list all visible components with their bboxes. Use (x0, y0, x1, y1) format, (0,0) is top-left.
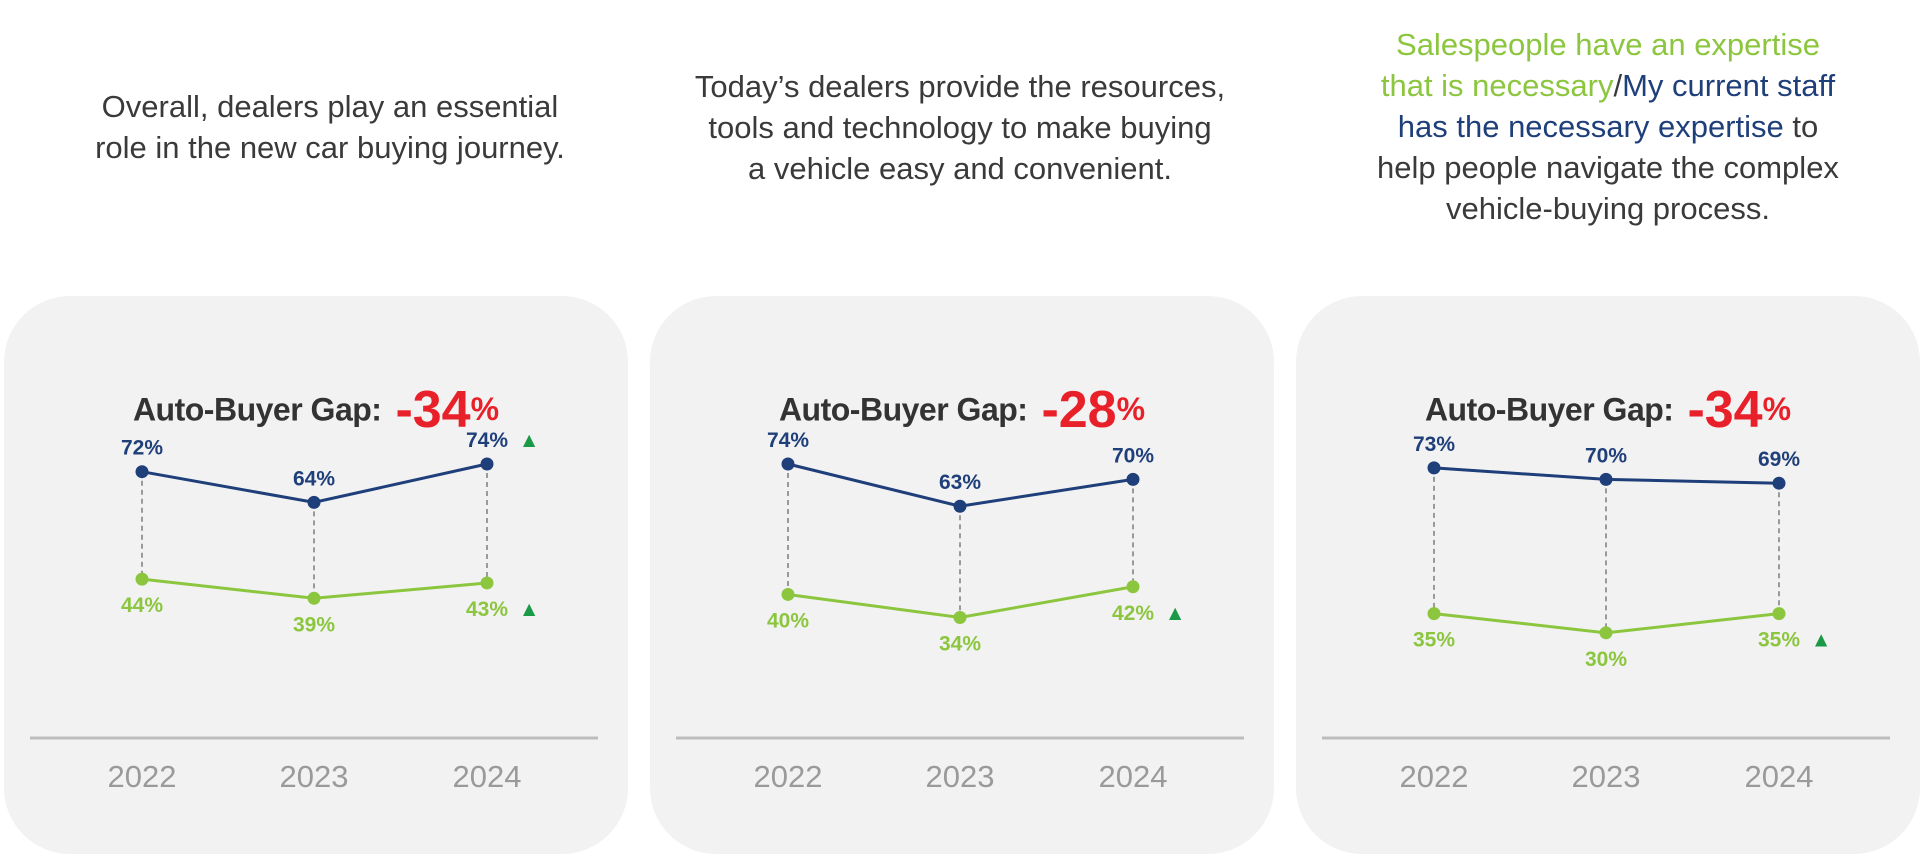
data-label-blue: 70% (1585, 444, 1627, 467)
data-label-green: 35% (1758, 629, 1800, 652)
data-label-blue: 73% (1413, 433, 1455, 456)
panel-2-heading: Today’s dealers provide the resources, to… (650, 66, 1270, 189)
gap-value: -34 (395, 381, 471, 439)
data-point-blue (1772, 476, 1786, 490)
data-label-blue: 72% (121, 437, 163, 460)
x-tick-label: 2022 (108, 759, 177, 794)
line-chart-2: 74% 63% 70% 40% 34% 42% ▲ 2022 2023 2024 (676, 429, 1244, 794)
panel-3-heading: Salespeople have an expertise that is nec… (1298, 24, 1918, 229)
data-point-green (1427, 607, 1441, 621)
up-arrow-icon: ▲ (523, 430, 536, 449)
heading-segment: Overall, dealers play an essential (101, 89, 559, 124)
gap-label: Auto-Buyer Gap: (778, 391, 1028, 428)
x-tick-label: 2023 (926, 759, 995, 794)
heading-segment: vehicle-buying process. (1446, 191, 1770, 226)
data-label-blue: 63% (939, 471, 981, 494)
data-point-green (307, 591, 321, 605)
heading-segment: My current staff (1622, 68, 1836, 103)
gap-unit: % (1116, 391, 1146, 428)
data-label-blue: 74% (767, 429, 809, 452)
data-point-blue (135, 465, 149, 479)
data-label-blue: 74% (466, 429, 508, 452)
gap-value: -28 (1041, 381, 1117, 439)
auto-buyer-gap: Auto-Buyer Gap: -28% (650, 380, 1274, 440)
auto-buyer-gap: Auto-Buyer Gap: -34% (1296, 380, 1920, 440)
x-tick-label: 2022 (754, 759, 823, 794)
heading-segment: to (1783, 109, 1819, 144)
heading-segment: that is necessary (1380, 68, 1614, 103)
data-point-green (953, 610, 967, 624)
x-tick-label: 2023 (1572, 759, 1641, 794)
gap-value: -34 (1687, 381, 1763, 439)
chart-card-1: Auto-Buyer Gap: -34% 72% 64% 74% ▲ 44% 39% 43% ▲… (4, 296, 628, 854)
data-point-green (1126, 580, 1140, 594)
gap-label: Auto-Buyer Gap: (1424, 391, 1674, 428)
data-label-green: 40% (767, 609, 809, 632)
heading-segment: Salespeople have an expertise (1396, 27, 1820, 62)
data-label-blue: 70% (1112, 444, 1154, 467)
data-label-green: 34% (939, 632, 981, 655)
x-tick-label: 2024 (453, 759, 522, 794)
data-label-green: 42% (1112, 602, 1154, 625)
heading-segment: role in the new car buying journey. (95, 130, 565, 165)
up-arrow-icon: ▲ (523, 599, 536, 618)
data-point-blue (781, 457, 795, 471)
chart-card-3: Auto-Buyer Gap: -34% 73% 70% 69% 35% 30% 35% ▲ 2… (1296, 296, 1920, 854)
x-tick-label: 2024 (1099, 759, 1168, 794)
heading-segment: a vehicle easy and convenient. (748, 151, 1172, 186)
data-point-blue (1599, 472, 1613, 486)
data-label-green: 43% (466, 598, 508, 621)
heading-segment: / (1613, 68, 1623, 103)
up-arrow-icon: ▲ (1169, 603, 1182, 622)
data-label-green: 44% (121, 594, 163, 617)
data-point-blue (307, 495, 321, 509)
chart-card-2: Auto-Buyer Gap: -28% 74% 63% 70% 40% 34% 42% ▲ 2… (650, 296, 1274, 854)
line-chart-3: 73% 70% 69% 35% 30% 35% ▲ 2022 2023 2024 (1322, 433, 1890, 794)
heading-segment: tools and technology to make buying (708, 110, 1212, 145)
data-label-green: 35% (1413, 629, 1455, 652)
x-tick-label: 2023 (280, 759, 349, 794)
data-label-blue: 69% (1758, 448, 1800, 471)
panel-1-heading: Overall, dealers play an essential role i… (20, 86, 640, 168)
data-label-green: 39% (293, 613, 335, 636)
data-label-blue: 64% (293, 467, 335, 490)
data-point-blue (480, 457, 494, 471)
data-point-green (1772, 607, 1786, 621)
data-point-green (1599, 626, 1613, 640)
heading-segment: help people navigate the complex (1377, 150, 1839, 185)
data-point-blue (1126, 472, 1140, 486)
heading-segment: has the necessary expertise (1397, 109, 1784, 144)
x-tick-label: 2024 (1745, 759, 1814, 794)
data-point-blue (953, 499, 967, 513)
gap-unit: % (1762, 391, 1792, 428)
gap-unit: % (470, 391, 500, 428)
x-tick-label: 2022 (1400, 759, 1469, 794)
auto-buyer-gap: Auto-Buyer Gap: -34% (4, 380, 628, 440)
data-point-blue (1427, 461, 1441, 475)
data-point-green (480, 576, 494, 590)
heading-segment: Today’s dealers provide the resources, (694, 69, 1226, 104)
data-point-green (781, 587, 795, 601)
data-point-green (135, 572, 149, 586)
data-label-green: 30% (1585, 648, 1627, 671)
gap-label: Auto-Buyer Gap: (132, 391, 382, 428)
line-chart-1: 72% 64% 74% ▲ 44% 39% 43% ▲ 2022 2023 2024 (30, 429, 598, 794)
up-arrow-icon: ▲ (1815, 630, 1828, 649)
